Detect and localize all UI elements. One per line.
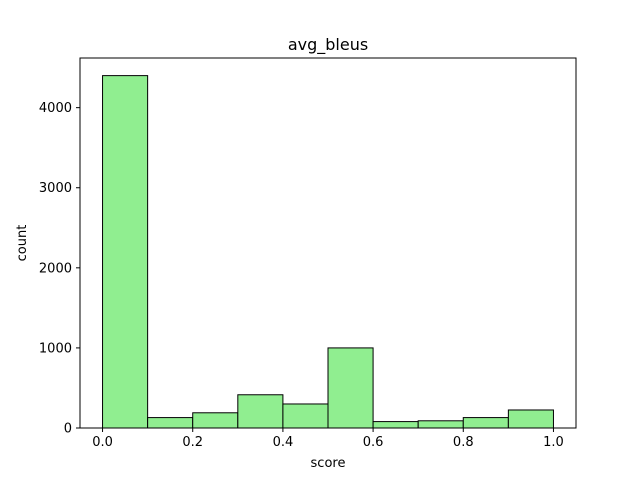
bar-7 bbox=[417, 420, 464, 429]
x-axis: 0.0 0.2 0.4 0.6 0.8 1.0 bbox=[92, 428, 564, 450]
bars-group bbox=[102, 75, 554, 429]
y-tick-label-3: 3000 bbox=[39, 181, 72, 196]
bar-4 bbox=[282, 403, 329, 429]
bar-6 bbox=[372, 421, 419, 429]
x-tick-label-3: 0.6 bbox=[363, 435, 384, 450]
bar-9 bbox=[507, 409, 554, 429]
x-axis-label: score bbox=[311, 456, 346, 471]
y-tick-label-2: 2000 bbox=[39, 261, 72, 276]
plot-area-frame bbox=[79, 57, 577, 429]
x-tick-label-2: 0.4 bbox=[273, 435, 294, 450]
x-tick-label-0: 0.0 bbox=[92, 435, 113, 450]
x-tick-label-5: 1.0 bbox=[543, 435, 564, 450]
bar-1 bbox=[147, 417, 194, 429]
y-tick-label-4: 4000 bbox=[39, 101, 72, 116]
y-tick-label-1: 1000 bbox=[39, 341, 72, 356]
x-tick-label-4: 0.8 bbox=[453, 435, 474, 450]
chart-title: avg_bleus bbox=[288, 35, 368, 55]
bar-8 bbox=[462, 417, 509, 429]
bar-5 bbox=[327, 347, 374, 429]
y-tick-label-0: 0 bbox=[64, 422, 72, 437]
y-axis-label: count bbox=[15, 225, 30, 262]
bar-2 bbox=[192, 412, 239, 429]
y-axis: 0 1000 2000 3000 4000 bbox=[39, 101, 80, 437]
bar-0 bbox=[102, 75, 149, 429]
x-tick-label-1: 0.2 bbox=[182, 435, 203, 450]
bar-3 bbox=[237, 394, 284, 429]
